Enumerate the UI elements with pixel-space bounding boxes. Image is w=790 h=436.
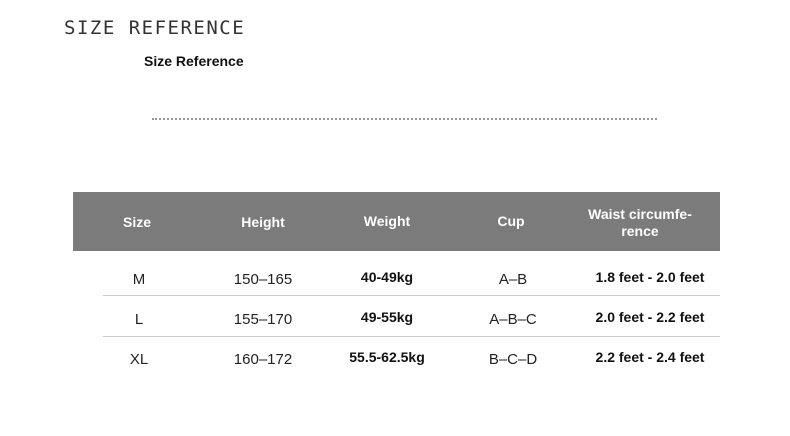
row-divider [103,336,720,337]
header-size: Size [122,214,152,230]
dotted-divider [152,118,657,120]
cell-weight: 49-55kg [360,309,414,325]
cell-height: 155–170 [233,311,293,328]
cell-cup: B–C–D [488,351,538,368]
table-header [73,192,720,251]
cell-size: L [134,311,144,328]
row-divider [103,295,720,296]
cell-cup: A–B [498,271,528,288]
cell-size: M [132,271,146,288]
cell-waist: 2.2 feet - 2.4 feet [595,349,705,365]
cell-weight: 40-49kg [360,269,414,285]
cell-size: XL [129,351,149,368]
header-height: Height [241,214,285,230]
cell-weight: 55.5-62.5kg [349,349,425,365]
header-waist-line2: rence [621,223,659,239]
header-waist: Waist circumfe- rence [588,206,692,240]
cell-height: 160–172 [233,351,293,368]
page-title: SIZE REFERENCE [64,17,246,39]
cell-cup: A–B–C [489,311,537,328]
cell-height: 150–165 [233,271,293,288]
cell-waist: 2.0 feet - 2.2 feet [595,309,705,325]
header-waist-line1: Waist circumfe- [588,206,692,222]
cell-waist: 1.8 feet - 2.0 feet [595,269,705,285]
header-weight: Weight [363,213,411,229]
header-cup: Cup [497,213,525,229]
subtitle: Size Reference [144,53,244,69]
